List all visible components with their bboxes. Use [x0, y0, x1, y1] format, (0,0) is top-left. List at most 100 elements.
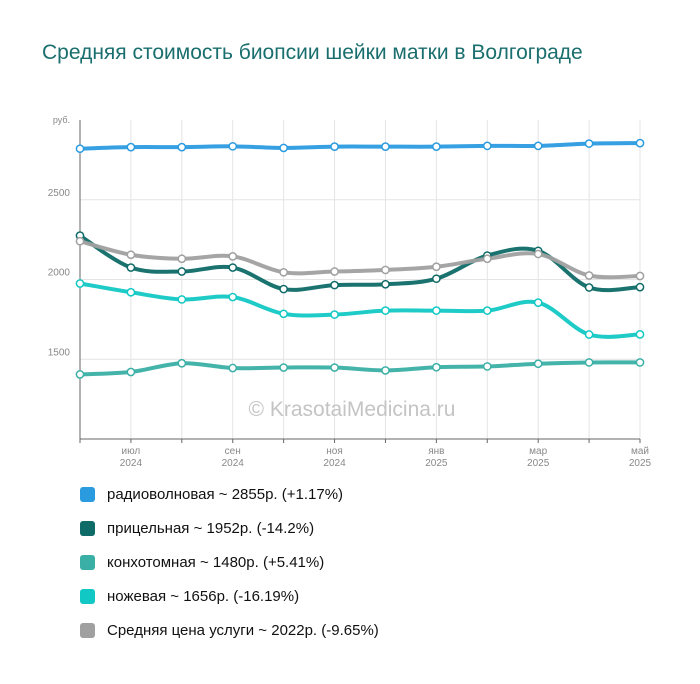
data-point-4	[75, 236, 85, 246]
data-point-0	[533, 141, 543, 151]
data-point-4	[635, 271, 645, 281]
x-tick-month: мар	[529, 446, 547, 457]
data-point-4	[279, 267, 288, 277]
x-tick-year: 2025	[425, 458, 448, 469]
legend-item: Средняя цена услуги ~ 2022р. (-9.65%)	[80, 622, 379, 639]
legend-label: Средняя цена услуги ~ 2022р. (-9.65%)	[107, 622, 379, 639]
legend-swatch	[80, 623, 95, 638]
data-point-0	[228, 141, 238, 151]
x-tick-year: 2024	[323, 458, 346, 469]
data-point-4	[381, 265, 390, 275]
data-point-1	[635, 282, 645, 292]
x-tick-year: 2025	[527, 458, 550, 469]
data-point-4	[177, 254, 187, 264]
x-tick-month: июл	[122, 446, 141, 457]
series-points	[75, 138, 645, 379]
data-point-2	[330, 363, 339, 372]
data-point-1	[381, 279, 390, 289]
legend-label: радиоволновая ~ 2855р. (+1.17%)	[107, 486, 344, 503]
x-tick-year: 2024	[222, 458, 245, 469]
line-chart: 150020002500руб.июл2024сен2024ноя2024янв…	[48, 115, 652, 469]
x-tick-month: янв	[428, 446, 444, 457]
data-point-2	[126, 367, 136, 377]
legend: радиоволновая ~ 2855р. (+1.17%) прицельна…	[80, 486, 379, 656]
data-point-3	[482, 306, 492, 315]
data-point-0	[432, 142, 441, 151]
legend-swatch	[80, 555, 95, 570]
data-point-0	[126, 142, 136, 152]
data-point-2	[432, 362, 441, 372]
legend-item: конхотомная ~ 1480р. (+5.41%)	[80, 554, 379, 571]
data-point-3	[75, 279, 85, 288]
x-tick-month: сен	[225, 446, 241, 457]
series-lines	[78, 141, 642, 377]
x-tick-year: 2025	[629, 458, 652, 469]
data-point-3	[228, 292, 238, 302]
series-line-0	[78, 141, 642, 151]
y-tick-label: 2500	[48, 188, 71, 199]
data-point-3	[330, 310, 339, 319]
data-point-0	[482, 141, 492, 151]
y-unit-label: руб.	[53, 115, 70, 125]
legend-item: радиоволновая ~ 2855р. (+1.17%)	[80, 486, 379, 503]
data-point-0	[584, 139, 594, 148]
data-point-4	[533, 249, 543, 259]
data-point-2	[381, 366, 390, 375]
data-point-4	[330, 267, 339, 276]
x-tick-month: май	[631, 446, 649, 457]
legend-label: прицельная ~ 1952р. (-14.2%)	[107, 520, 315, 537]
grid	[79, 120, 641, 439]
data-point-4	[482, 254, 492, 264]
data-point-3	[635, 330, 645, 339]
data-point-3	[432, 306, 441, 315]
watermark: © KrasotaiMedicina.ru	[249, 398, 456, 421]
data-point-2	[75, 370, 85, 379]
legend-swatch	[80, 589, 95, 604]
data-point-0	[177, 142, 187, 152]
data-point-2	[228, 363, 238, 373]
data-point-2	[279, 363, 288, 372]
x-tick-year: 2024	[120, 458, 143, 469]
data-point-4	[432, 262, 441, 272]
data-point-1	[584, 283, 594, 292]
data-point-1	[432, 274, 441, 284]
data-point-3	[533, 298, 543, 307]
data-point-2	[533, 359, 543, 369]
data-point-2	[177, 358, 187, 368]
series-line-3	[78, 281, 642, 339]
chart-title: Средняя стоимость биопсии шейки матки в …	[42, 41, 583, 64]
legend-item: прицельная ~ 1952р. (-14.2%)	[80, 520, 379, 537]
data-point-4	[228, 252, 238, 261]
legend-label: ножевая ~ 1656р. (-16.19%)	[107, 588, 300, 605]
data-point-3	[126, 287, 136, 297]
data-point-1	[228, 263, 238, 272]
data-point-3	[584, 330, 594, 339]
data-point-0	[381, 142, 390, 151]
axes: 150020002500руб.июл2024сен2024ноя2024янв…	[48, 115, 652, 469]
data-point-4	[126, 250, 136, 260]
legend-swatch	[80, 521, 95, 536]
legend-item: ножевая ~ 1656р. (-16.19%)	[80, 588, 379, 605]
y-tick-label: 2000	[48, 268, 71, 279]
data-point-1	[177, 267, 187, 276]
data-point-1	[279, 284, 288, 294]
data-point-0	[330, 142, 339, 151]
data-point-4	[584, 271, 594, 280]
series-line-2	[78, 360, 642, 377]
data-point-0	[279, 143, 288, 153]
data-point-0	[75, 144, 85, 154]
data-point-3	[279, 309, 288, 319]
data-point-2	[584, 358, 594, 367]
y-tick-label: 1500	[48, 347, 71, 358]
data-point-0	[635, 138, 645, 148]
x-tick-month: ноя	[326, 446, 343, 457]
data-point-2	[635, 358, 645, 367]
data-point-3	[177, 295, 187, 304]
data-point-1	[126, 263, 136, 272]
legend-swatch	[80, 487, 95, 502]
series-line-1	[78, 233, 642, 293]
data-point-3	[381, 306, 390, 315]
legend-label: конхотомная ~ 1480р. (+5.41%)	[107, 554, 325, 571]
data-point-2	[482, 362, 492, 371]
